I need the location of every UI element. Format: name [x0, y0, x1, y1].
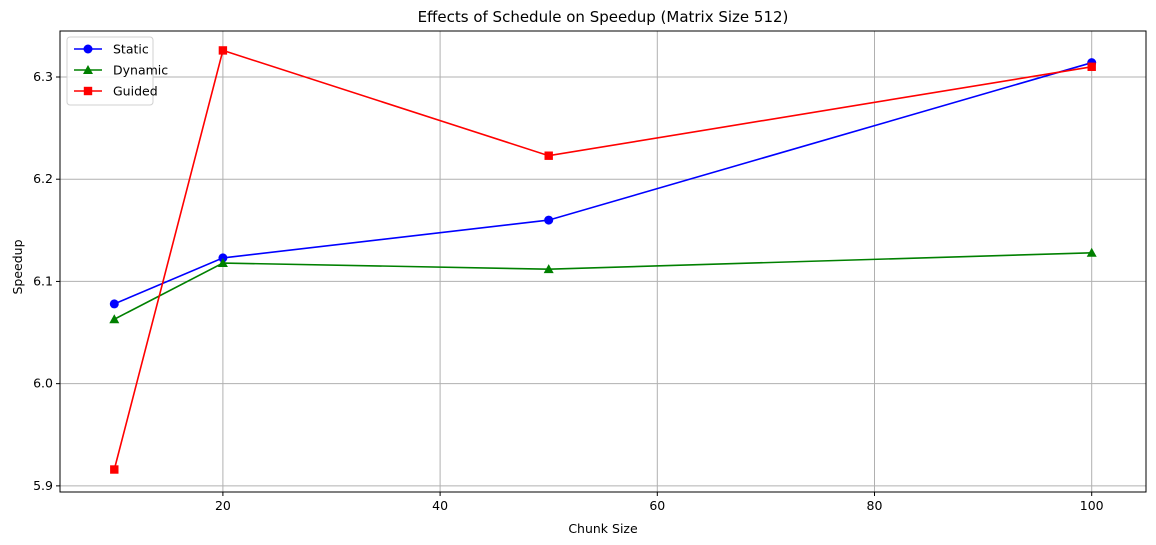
guided-point	[1087, 62, 1096, 71]
x-axis-label: Chunk Size	[568, 521, 638, 536]
y-tick-label: 5.9	[33, 478, 53, 493]
legend-label: Dynamic	[113, 63, 168, 78]
series-dynamic	[109, 247, 1097, 324]
x-tick-label: 20	[215, 498, 231, 513]
x-tick-label: 40	[432, 498, 448, 513]
series-guided	[110, 46, 1096, 474]
plot-frame	[59, 30, 1147, 493]
legend-item-guided: Guided	[74, 84, 158, 99]
guided-point	[218, 46, 228, 55]
legend-marker	[83, 44, 93, 54]
guided-point	[110, 465, 119, 474]
legend-marker	[83, 86, 93, 96]
y-tick-label: 6.3	[33, 69, 53, 84]
y-tick-label: 6.2	[33, 171, 53, 186]
static-point	[109, 299, 119, 309]
dynamic-point	[543, 264, 554, 274]
x-tick-label: 80	[867, 498, 883, 513]
y-tick-label: 6.1	[33, 273, 53, 288]
legend: Static Dynamic Guided	[66, 36, 168, 106]
y-axis-label: Speedup	[10, 239, 25, 294]
x-tick-label: 60	[649, 498, 665, 513]
static-line	[113, 61, 1092, 305]
legend-marker	[83, 65, 93, 74]
dynamic-point	[1086, 247, 1097, 257]
grid-lines	[60, 31, 1146, 492]
dynamic-point	[217, 258, 228, 268]
guided-line	[113, 49, 1092, 470]
guided-point	[544, 151, 553, 160]
series-static	[109, 58, 1097, 309]
dynamic-line	[113, 252, 1092, 320]
series-layer	[109, 46, 1097, 474]
static-point	[218, 253, 228, 263]
legend-item-static: Static	[74, 42, 149, 57]
axis-ticks: 20 40 60 80 100 5.9 6.0 6.1 6.2 6.3	[33, 69, 1104, 513]
chart-title: Effects of Schedule on Speedup (Matrix S…	[418, 8, 789, 26]
legend-item-dynamic: Dynamic	[74, 63, 168, 78]
legend-label: Guided	[113, 84, 158, 99]
y-tick-label: 6.0	[33, 376, 53, 391]
legend-label: Static	[113, 42, 149, 57]
dynamic-point	[109, 314, 120, 324]
static-point	[544, 215, 554, 225]
x-tick-label: 100	[1080, 498, 1104, 513]
